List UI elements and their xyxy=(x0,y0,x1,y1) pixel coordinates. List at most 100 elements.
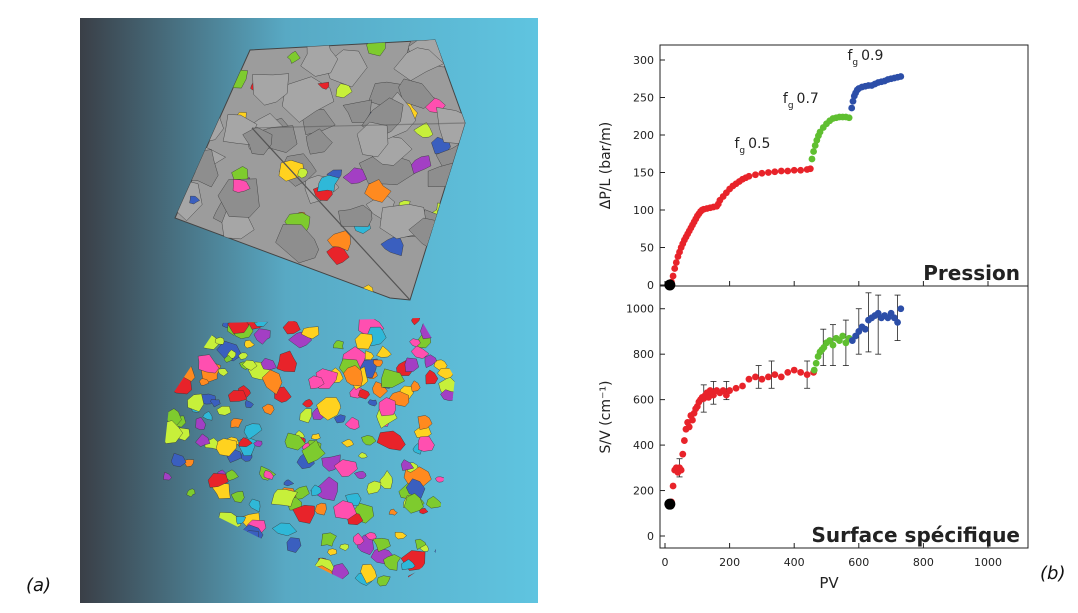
grain xyxy=(320,532,337,547)
grain xyxy=(332,340,344,350)
data-point xyxy=(790,166,798,174)
grain xyxy=(366,480,382,495)
grain xyxy=(170,452,187,467)
grain xyxy=(398,78,435,109)
panel-b-charts: 0 50 100 150 200 250 300 0 200 400 600 800 1000 0 200 4… xyxy=(580,20,1040,610)
grain xyxy=(357,389,370,400)
y-tick-label: 250 xyxy=(633,92,654,105)
grain xyxy=(262,403,275,415)
grain xyxy=(317,81,330,90)
grain xyxy=(275,224,319,264)
data-point xyxy=(829,341,837,349)
x-axis-label: PV xyxy=(819,574,839,592)
grain xyxy=(195,433,211,447)
grain xyxy=(317,174,340,192)
y-tick-label: 100 xyxy=(633,204,654,217)
grain xyxy=(379,470,393,489)
grain xyxy=(378,397,396,417)
panel-label-a: (a) xyxy=(26,575,52,596)
data-point xyxy=(680,437,688,444)
data-point xyxy=(745,172,753,180)
upper-cube-grain-pack xyxy=(174,39,466,301)
data-point xyxy=(797,368,805,376)
grain xyxy=(404,357,419,372)
y-tick-label: 150 xyxy=(633,167,654,180)
initial-data-point xyxy=(664,498,676,510)
grain xyxy=(413,122,434,138)
x-tick-label: 1000 xyxy=(974,556,1002,569)
grain xyxy=(353,532,365,546)
grain xyxy=(424,354,437,368)
y-tick-label: 400 xyxy=(633,439,654,452)
data-point xyxy=(849,97,857,105)
grain xyxy=(376,345,392,358)
grain xyxy=(230,490,245,503)
grain xyxy=(284,432,306,451)
grain xyxy=(308,375,325,389)
gas-fraction-annotation: fg 0.7 xyxy=(783,91,819,111)
grain xyxy=(301,439,326,465)
data-point xyxy=(777,373,785,381)
grain xyxy=(411,318,421,326)
grain xyxy=(253,440,263,448)
grain xyxy=(238,437,253,448)
grain xyxy=(230,418,243,428)
grain xyxy=(195,417,206,430)
y-tick-label: 0 xyxy=(647,530,654,543)
data-point xyxy=(771,371,779,379)
data-point xyxy=(758,169,766,177)
grain xyxy=(405,478,426,499)
y-tick-label: 300 xyxy=(633,54,654,67)
data-point xyxy=(784,368,792,376)
grain xyxy=(410,380,421,392)
grain xyxy=(276,350,297,373)
data-point xyxy=(845,114,853,122)
data-point xyxy=(689,416,696,424)
grain xyxy=(410,345,430,359)
grain xyxy=(286,537,302,553)
data-point xyxy=(672,259,680,266)
grain xyxy=(342,167,367,185)
surface-series-1 xyxy=(810,319,853,374)
grain xyxy=(358,452,368,459)
grain xyxy=(426,495,444,509)
data-point xyxy=(861,325,869,333)
x-tick-label: 600 xyxy=(848,556,869,569)
panel-a-rendering xyxy=(80,18,538,603)
data-point xyxy=(677,466,685,474)
grain xyxy=(244,339,255,349)
grain xyxy=(360,563,377,584)
data-point xyxy=(790,366,798,374)
grain xyxy=(228,390,248,402)
data-point xyxy=(897,73,905,80)
data-point xyxy=(745,375,753,383)
grain xyxy=(252,73,290,106)
surface-chart-frame xyxy=(659,285,1029,549)
initial-data-point xyxy=(664,279,676,291)
grain xyxy=(242,126,273,156)
grain xyxy=(223,355,234,363)
data-point xyxy=(806,165,814,173)
grain xyxy=(356,121,389,158)
grain xyxy=(187,393,205,412)
grain xyxy=(235,516,247,525)
grain xyxy=(401,559,416,571)
grain xyxy=(282,319,301,335)
grain xyxy=(316,397,341,421)
grain xyxy=(244,400,254,409)
data-point xyxy=(752,373,759,381)
y-tick-label: 800 xyxy=(633,348,654,361)
grain xyxy=(403,493,424,514)
data-point xyxy=(897,305,905,313)
grain xyxy=(253,328,271,345)
grain xyxy=(334,414,346,424)
data-point xyxy=(739,382,746,390)
grain xyxy=(248,498,261,513)
data-point xyxy=(771,168,779,176)
data-point xyxy=(810,148,817,155)
grain xyxy=(373,359,383,367)
grain xyxy=(214,337,225,345)
data-point xyxy=(797,166,805,174)
grain xyxy=(342,99,372,123)
pressure-chart-frame xyxy=(659,44,1029,287)
